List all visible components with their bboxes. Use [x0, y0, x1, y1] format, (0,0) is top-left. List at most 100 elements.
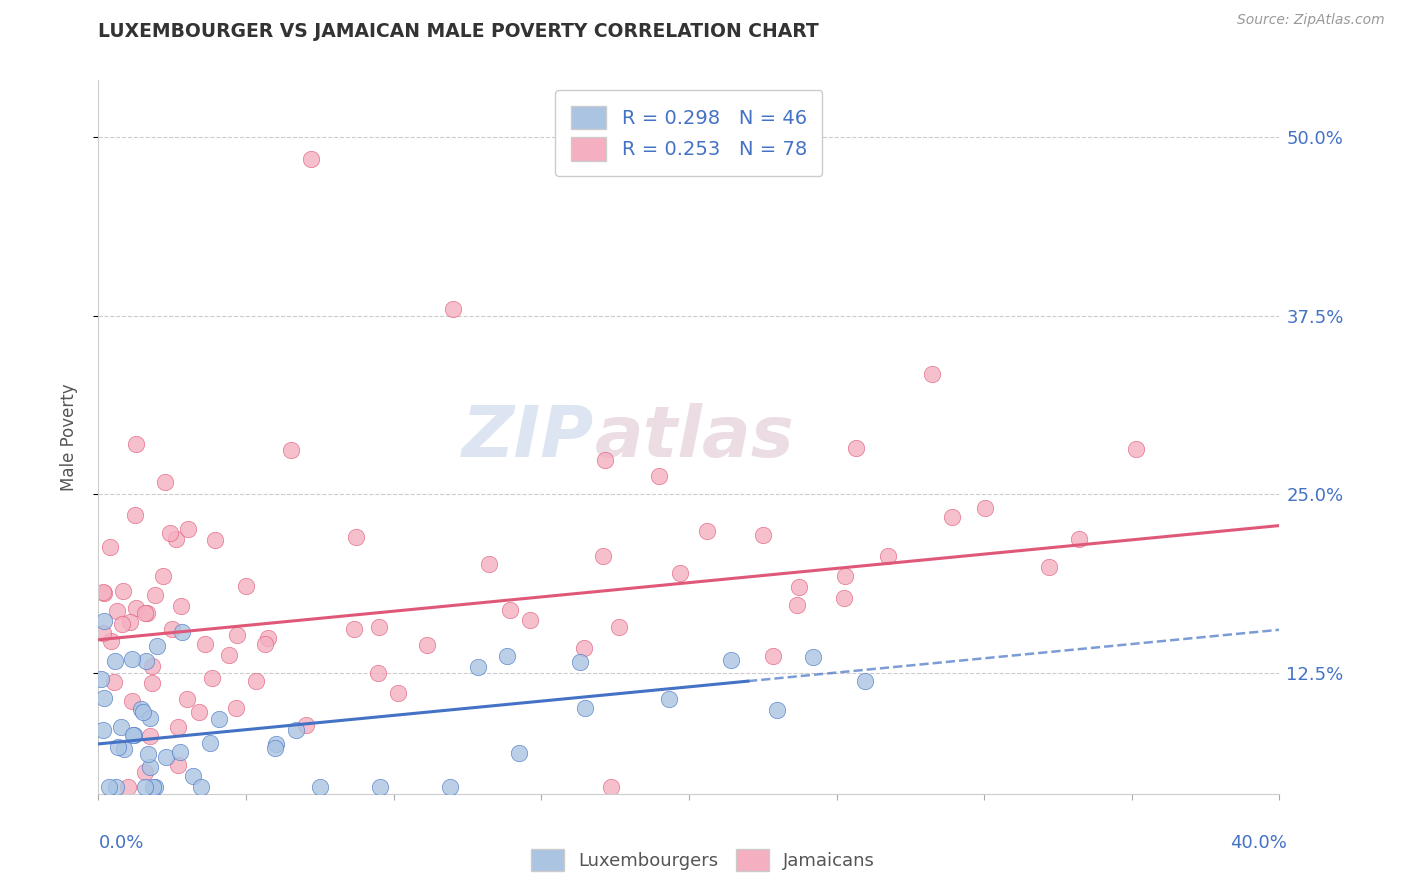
Point — [973, 501, 995, 516]
Point — [264, 737, 287, 751]
Point — [93, 586, 115, 600]
Point — [122, 728, 145, 742]
Point — [176, 692, 198, 706]
Point — [134, 764, 156, 779]
Point — [607, 619, 630, 633]
Point — [100, 540, 122, 554]
Point — [135, 606, 157, 620]
Point — [299, 152, 322, 166]
Point — [253, 637, 276, 651]
Point — [121, 652, 143, 666]
Text: atlas: atlas — [595, 402, 794, 472]
Point — [120, 615, 142, 629]
Text: Source: ZipAtlas.com: Source: ZipAtlas.com — [1237, 13, 1385, 28]
Point — [569, 655, 592, 669]
Point — [132, 706, 155, 720]
Point — [117, 780, 139, 794]
Point — [876, 549, 898, 564]
Point — [170, 599, 193, 613]
Point — [172, 625, 194, 640]
Point — [574, 641, 596, 656]
Point — [167, 720, 190, 734]
Point — [669, 566, 692, 581]
Point — [146, 639, 169, 653]
Point — [155, 750, 177, 764]
Point — [264, 740, 287, 755]
Point — [121, 694, 143, 708]
Point — [100, 634, 122, 648]
Point — [853, 674, 876, 689]
Point — [135, 654, 157, 668]
Point — [499, 603, 522, 617]
Point — [181, 768, 204, 782]
Point — [141, 675, 163, 690]
Point — [832, 591, 855, 605]
Point — [141, 659, 163, 673]
Point — [720, 653, 742, 667]
Point — [592, 549, 614, 564]
Point — [235, 579, 257, 593]
Point — [344, 530, 367, 544]
Point — [188, 705, 211, 719]
Point — [138, 760, 160, 774]
Point — [198, 736, 221, 750]
Point — [508, 747, 530, 761]
Point — [134, 606, 156, 620]
Point — [98, 780, 121, 794]
Point — [803, 649, 825, 664]
Point — [93, 723, 115, 737]
Point — [752, 528, 775, 542]
Point — [110, 617, 132, 632]
Point — [285, 723, 308, 737]
Point — [194, 637, 217, 651]
Point — [107, 740, 129, 755]
Point — [786, 598, 808, 612]
Point — [104, 654, 127, 668]
Point — [845, 441, 868, 455]
Point — [177, 522, 200, 536]
Point — [207, 713, 229, 727]
Point — [308, 780, 330, 794]
Point — [495, 648, 517, 663]
Point — [201, 672, 224, 686]
Point — [110, 720, 132, 734]
Point — [105, 604, 128, 618]
Point — [112, 741, 135, 756]
Point — [941, 509, 963, 524]
Point — [368, 780, 391, 794]
Point — [658, 692, 681, 706]
Text: 0.0%: 0.0% — [98, 834, 143, 852]
Point — [789, 580, 811, 594]
Point — [1067, 532, 1090, 546]
Point — [574, 700, 596, 714]
Point — [280, 443, 302, 458]
Point — [93, 615, 115, 629]
Point — [295, 718, 318, 732]
Text: 40.0%: 40.0% — [1230, 834, 1286, 852]
Point — [124, 508, 146, 522]
Point — [1125, 442, 1147, 456]
Point — [257, 631, 280, 645]
Text: LUXEMBOURGER VS JAMAICAN MALE POVERTY CORRELATION CHART: LUXEMBOURGER VS JAMAICAN MALE POVERTY CO… — [98, 22, 820, 41]
Point — [387, 686, 409, 700]
Point — [416, 638, 439, 652]
Point — [834, 569, 856, 583]
Point — [159, 526, 181, 541]
Point — [204, 533, 226, 547]
Point — [169, 745, 191, 759]
Point — [93, 625, 115, 640]
Point — [766, 703, 789, 717]
Point — [593, 452, 616, 467]
Point — [343, 622, 366, 636]
Point — [134, 780, 156, 794]
Legend: R = 0.298   N = 46, R = 0.253   N = 78: R = 0.298 N = 46, R = 0.253 N = 78 — [555, 90, 823, 177]
Point — [600, 780, 623, 794]
Point — [519, 613, 541, 627]
Point — [103, 675, 125, 690]
Point — [218, 648, 240, 662]
Point — [105, 780, 128, 794]
Point — [93, 690, 115, 705]
Point — [477, 558, 499, 572]
Y-axis label: Male Poverty: Male Poverty — [59, 384, 77, 491]
Point — [165, 533, 187, 547]
